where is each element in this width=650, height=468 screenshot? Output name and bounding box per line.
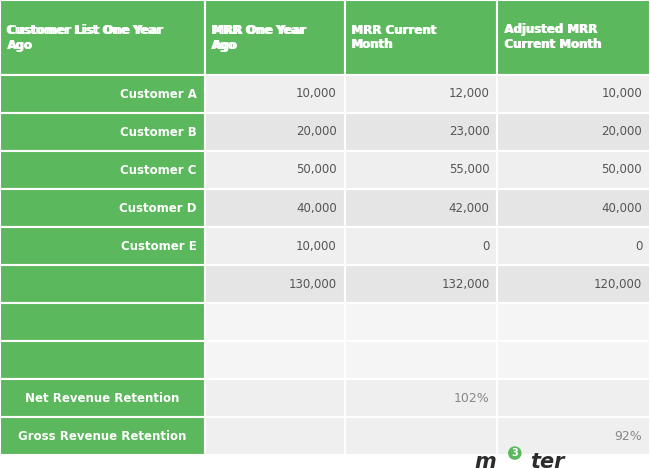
Text: Customer D: Customer D bbox=[120, 202, 197, 214]
Text: 12,000: 12,000 bbox=[448, 88, 489, 101]
Text: MRR One Year
Ago: MRR One Year Ago bbox=[213, 23, 306, 51]
Text: 92%: 92% bbox=[614, 430, 642, 443]
Bar bbox=[497, 0, 650, 75]
Text: Net Revenue Retention: Net Revenue Retention bbox=[25, 392, 179, 404]
Bar bbox=[0, 265, 205, 303]
Text: 0: 0 bbox=[482, 240, 489, 253]
Text: Customer A: Customer A bbox=[120, 88, 197, 101]
Bar bbox=[497, 303, 650, 341]
Bar bbox=[344, 227, 497, 265]
Bar bbox=[205, 341, 344, 379]
Bar bbox=[205, 113, 344, 151]
Text: 120,000: 120,000 bbox=[594, 278, 642, 291]
Bar bbox=[344, 151, 497, 189]
Bar bbox=[205, 417, 344, 455]
Text: 10,000: 10,000 bbox=[601, 88, 642, 101]
Bar bbox=[0, 227, 205, 265]
Text: 23,000: 23,000 bbox=[448, 125, 489, 139]
Bar bbox=[205, 151, 344, 189]
Text: MRR Current
Month: MRR Current Month bbox=[352, 23, 437, 51]
Text: 40,000: 40,000 bbox=[296, 202, 337, 214]
Text: m: m bbox=[474, 452, 496, 468]
Bar bbox=[205, 75, 344, 113]
Bar bbox=[344, 379, 497, 417]
Text: Customer E: Customer E bbox=[121, 240, 197, 253]
Text: 40,000: 40,000 bbox=[601, 202, 642, 214]
Text: Customer List One Year
Ago: Customer List One Year Ago bbox=[8, 23, 163, 51]
Text: 3: 3 bbox=[512, 448, 518, 458]
Text: Customer B: Customer B bbox=[120, 125, 197, 139]
Bar bbox=[205, 189, 344, 227]
Text: 42,000: 42,000 bbox=[448, 202, 489, 214]
Bar bbox=[0, 75, 205, 113]
Bar bbox=[205, 0, 344, 75]
Bar bbox=[497, 75, 650, 113]
Bar bbox=[497, 113, 650, 151]
Bar bbox=[205, 0, 344, 75]
Text: 132,000: 132,000 bbox=[441, 278, 489, 291]
Bar bbox=[0, 189, 205, 227]
Bar bbox=[497, 0, 650, 75]
Bar bbox=[344, 265, 497, 303]
Text: Gross Revenue Retention: Gross Revenue Retention bbox=[18, 430, 187, 443]
Bar bbox=[344, 0, 497, 75]
Text: ter: ter bbox=[530, 452, 564, 468]
Bar bbox=[497, 151, 650, 189]
Bar bbox=[344, 417, 497, 455]
Bar bbox=[344, 189, 497, 227]
Text: Adjusted MRR
Current Month: Adjusted MRR Current Month bbox=[505, 23, 602, 51]
Text: 50,000: 50,000 bbox=[296, 163, 337, 176]
Bar bbox=[497, 341, 650, 379]
Bar bbox=[0, 455, 650, 468]
Bar bbox=[0, 417, 205, 455]
Bar bbox=[205, 265, 344, 303]
Bar bbox=[497, 417, 650, 455]
Bar bbox=[344, 341, 497, 379]
Text: 10,000: 10,000 bbox=[296, 88, 337, 101]
Text: 102%: 102% bbox=[454, 392, 489, 404]
Bar bbox=[497, 227, 650, 265]
Text: MRR Current
Month: MRR Current Month bbox=[351, 23, 436, 51]
Bar bbox=[0, 0, 205, 75]
Text: MRR One Year
Ago: MRR One Year Ago bbox=[211, 23, 305, 51]
Text: 10,000: 10,000 bbox=[296, 240, 337, 253]
Bar bbox=[205, 227, 344, 265]
Bar bbox=[344, 75, 497, 113]
Bar bbox=[0, 379, 205, 417]
Bar bbox=[0, 113, 205, 151]
Bar bbox=[0, 303, 205, 341]
Bar bbox=[344, 113, 497, 151]
Bar bbox=[205, 303, 344, 341]
Bar bbox=[205, 379, 344, 417]
Bar bbox=[0, 151, 205, 189]
Text: 50,000: 50,000 bbox=[602, 163, 642, 176]
Bar bbox=[344, 303, 497, 341]
Bar bbox=[497, 189, 650, 227]
Bar bbox=[497, 265, 650, 303]
Text: 55,000: 55,000 bbox=[448, 163, 489, 176]
Bar bbox=[344, 0, 497, 75]
Text: 20,000: 20,000 bbox=[601, 125, 642, 139]
Text: 0: 0 bbox=[635, 240, 642, 253]
Text: Customer List One Year
Ago: Customer List One Year Ago bbox=[6, 23, 162, 51]
Text: Adjusted MRR
Current Month: Adjusted MRR Current Month bbox=[504, 23, 601, 51]
Bar bbox=[0, 341, 205, 379]
Text: 20,000: 20,000 bbox=[296, 125, 337, 139]
Text: Customer C: Customer C bbox=[120, 163, 197, 176]
Bar bbox=[0, 0, 205, 75]
Bar bbox=[497, 379, 650, 417]
Text: 130,000: 130,000 bbox=[289, 278, 337, 291]
